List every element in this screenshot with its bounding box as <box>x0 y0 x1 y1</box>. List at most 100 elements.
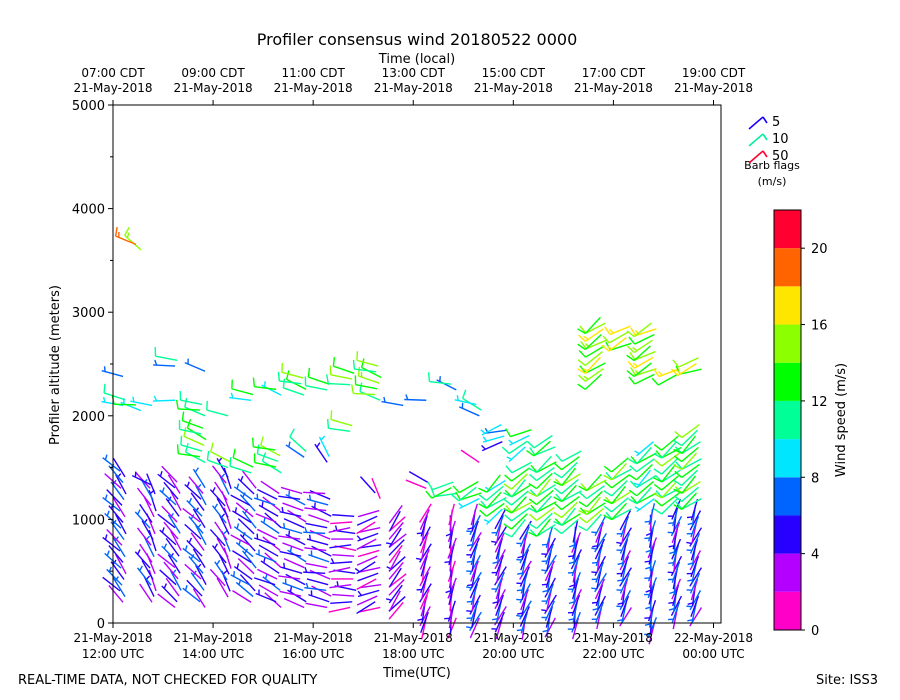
barb-shaft <box>381 400 404 407</box>
barb-feather <box>626 354 635 362</box>
wind-barb <box>188 476 204 494</box>
wind-barb <box>356 601 376 615</box>
barb-shaft <box>261 384 282 396</box>
barb-feather <box>184 398 188 408</box>
barb-feather <box>530 504 538 513</box>
wind-barb <box>146 473 156 495</box>
barb-shaft <box>153 399 176 402</box>
wind-barb <box>102 534 121 552</box>
barb-shaft <box>358 606 381 613</box>
barb-shaft <box>283 518 305 529</box>
barb-shaft <box>511 490 529 506</box>
wind-barb <box>186 419 207 441</box>
x-tick-date: 21-May-2018 <box>174 631 253 645</box>
barb-feather <box>617 562 624 566</box>
barb-shaft <box>186 539 203 557</box>
barb-feather <box>541 543 548 546</box>
barb-shaft <box>447 577 457 599</box>
colorbar-tick-label: 12 <box>811 395 828 410</box>
barb-shaft <box>358 566 381 573</box>
barb-feather <box>240 475 244 482</box>
barb-shaft <box>136 527 152 546</box>
barb-shaft <box>388 579 405 596</box>
barb-shaft <box>388 539 405 556</box>
wind-barb <box>279 590 302 597</box>
barb-feather <box>416 532 423 535</box>
y-tick-label: 2000 <box>72 410 105 425</box>
wind-barb <box>554 456 580 471</box>
barb-shaft <box>356 555 378 566</box>
wind-barb <box>478 485 504 501</box>
barb-shaft <box>285 533 306 546</box>
barb-feather <box>516 589 523 592</box>
barb-feather <box>541 609 547 612</box>
barb-feather <box>503 498 512 506</box>
barb-shaft <box>258 544 279 557</box>
wind-barb <box>289 428 307 453</box>
barb-shaft <box>636 441 654 457</box>
barb-feather <box>416 557 422 561</box>
barb-shaft <box>305 562 328 569</box>
barb-shaft <box>671 561 681 583</box>
barb-feather <box>503 483 512 490</box>
barb-shaft <box>235 542 254 558</box>
wind-barb <box>184 398 206 417</box>
barb-shaft <box>636 475 656 489</box>
wind-barb <box>671 521 681 544</box>
barb-shaft <box>223 507 232 529</box>
barb-shaft <box>511 461 532 474</box>
x-tick-time: 20:00 UTC <box>482 647 544 661</box>
wind-barb <box>404 394 427 401</box>
x-top-tick-date: 21-May-2018 <box>474 81 553 95</box>
barb-shaft <box>561 473 581 487</box>
barb-feather <box>653 492 663 499</box>
wind-barb <box>647 537 658 559</box>
barb-feather <box>503 523 512 530</box>
barb-shaft <box>536 518 551 537</box>
wind-barb <box>214 559 228 581</box>
wind-barb <box>287 586 307 603</box>
barb-feather <box>653 368 660 377</box>
barb-feather <box>526 449 535 457</box>
barb-shaft <box>635 328 657 337</box>
wind-barb <box>330 521 353 525</box>
barb-shaft <box>178 452 201 458</box>
barb-shaft <box>388 522 404 540</box>
barb-shaft <box>357 589 380 598</box>
barb-shaft <box>283 387 305 396</box>
barb-shaft <box>139 503 153 523</box>
barb-shaft <box>216 497 229 518</box>
barb-shaft <box>308 376 330 385</box>
wind-barb <box>483 508 503 525</box>
wind-barb <box>381 396 404 407</box>
wind-barb <box>578 490 603 508</box>
barb-shaft <box>211 465 227 484</box>
wind-barb <box>520 532 529 554</box>
barb-shaft <box>447 600 456 622</box>
wind-barb <box>466 514 481 536</box>
wind-barb <box>567 611 582 633</box>
barb-shaft <box>672 544 680 567</box>
barb-feather <box>529 473 538 482</box>
barb-shaft <box>533 440 551 457</box>
barb-shaft <box>611 508 632 520</box>
wind-barb <box>253 453 277 468</box>
wind-barb <box>306 494 329 506</box>
wind-barb <box>644 599 657 622</box>
barb-shaft <box>671 498 682 520</box>
barb-feather <box>591 547 597 550</box>
barb-feather <box>653 468 663 475</box>
barb-shaft <box>237 478 255 495</box>
barb-shaft <box>179 428 202 435</box>
barb-feather <box>181 411 185 421</box>
barb-shaft <box>304 547 327 552</box>
barb-shaft <box>648 543 656 565</box>
wind-barb <box>280 522 303 535</box>
barb-shaft <box>332 553 355 557</box>
barb-shaft <box>520 572 529 594</box>
barb-feather <box>352 359 356 370</box>
barb-shaft <box>330 601 353 604</box>
x-tick-time: 16:00 UTC <box>282 647 344 661</box>
barb-shaft <box>561 484 577 503</box>
barb-shaft <box>143 496 155 518</box>
